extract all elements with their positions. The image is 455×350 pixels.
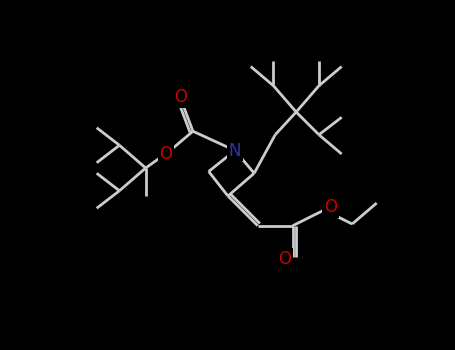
Text: O: O [174, 88, 187, 106]
Text: O: O [324, 198, 337, 216]
Text: O: O [278, 250, 292, 268]
Text: O: O [160, 145, 172, 163]
Text: N: N [229, 141, 241, 160]
